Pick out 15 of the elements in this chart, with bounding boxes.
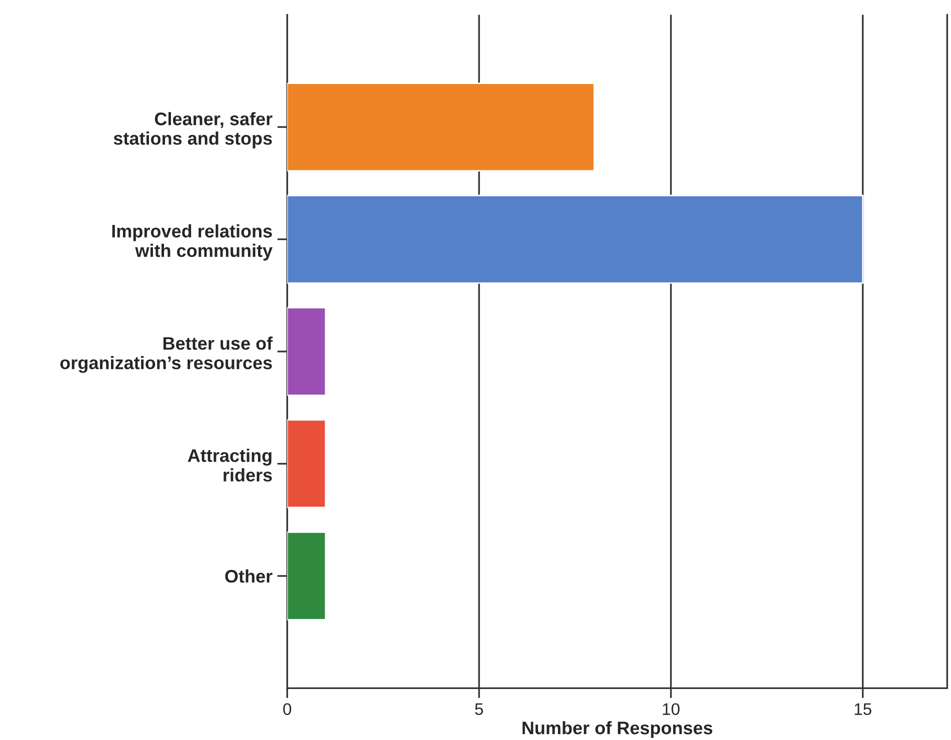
y-tick-label: Other — [225, 569, 272, 583]
y-tick-label: Better use of organization’s resources — [60, 336, 273, 373]
y-tick-label: Improved relations with community — [112, 224, 273, 261]
bar — [287, 82, 595, 172]
bar — [287, 419, 326, 508]
x-axis-title: Number of Responses — [522, 721, 712, 738]
y-tick-label: Cleaner, safer stations and stops — [114, 112, 272, 148]
bar — [287, 194, 864, 284]
x-tick-label: 15 — [854, 703, 872, 716]
y-tick-label: Attracting riders — [188, 448, 272, 482]
x-tick-label: 10 — [662, 703, 680, 716]
x-tick-label: 5 — [475, 703, 483, 716]
x-tick-label: 0 — [283, 703, 292, 716]
bar — [287, 532, 326, 620]
bar — [287, 307, 326, 396]
